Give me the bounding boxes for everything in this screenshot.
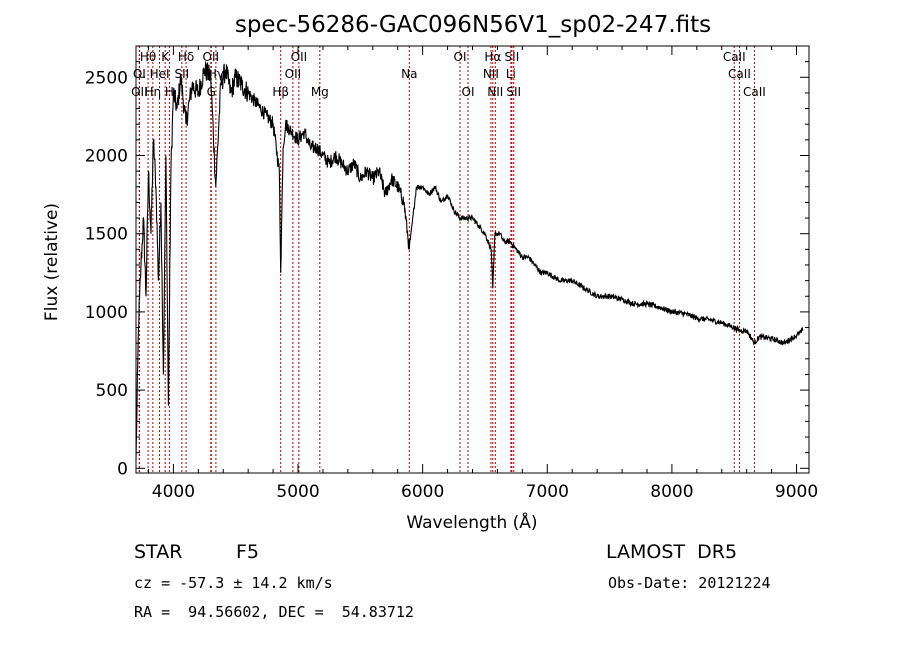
line-marker-label: Hβ: [272, 85, 289, 99]
line-marker-label: Na: [401, 67, 417, 81]
coordinates: RA = 94.56602, DEC = 54.83712: [134, 603, 414, 621]
y-tick-label: 1500: [85, 225, 128, 245]
line-marker-label: Hδ: [178, 50, 194, 64]
line-marker-label: NII: [487, 85, 503, 99]
x-tick-label: 8000: [650, 482, 693, 502]
line-marker-label: OII: [131, 85, 148, 99]
line-marker-label: SII: [175, 67, 190, 81]
x-tick-label: 4000: [152, 482, 195, 502]
line-marker-label: SII: [506, 85, 521, 99]
line-marker-label: SII: [505, 50, 520, 64]
spectrum-series: [135, 61, 804, 461]
line-marker-label: OI: [462, 85, 475, 99]
line-marker-label: CaII: [743, 85, 766, 99]
y-tick-label: 2500: [85, 68, 128, 88]
chart-title: spec-56286-GAC096N56V1_sp02-247.fits: [235, 12, 711, 38]
line-marker-label: Li: [506, 67, 516, 81]
x-tick-label: 5000: [276, 482, 319, 502]
line-marker-label: Mg: [311, 85, 329, 99]
line-marker-label: HeI: [150, 67, 170, 81]
line-marker-label: Hη: [145, 85, 162, 99]
plot-frame: [135, 45, 810, 474]
obs-date: Obs-Date: 20121224: [608, 574, 771, 592]
line-marker-label: Hγ: [208, 67, 224, 81]
x-tick-label: 6000: [401, 482, 444, 502]
line-marker-label: CaII: [728, 67, 751, 81]
x-tick-label: 7000: [526, 482, 569, 502]
y-tick-label: 0: [117, 459, 128, 479]
line-marker-label: Hθ: [140, 50, 156, 64]
line-marker-label: OII: [285, 67, 302, 81]
axis-ticks: 4000 5000 6000 7000 8000 9000 0 500 1000 1500 2000…: [85, 46, 818, 502]
line-marker-label: OII: [203, 50, 220, 64]
line-marker-label: CaII: [723, 50, 746, 64]
y-tick-label: 1000: [85, 303, 128, 323]
line-marker-label: Hα: [484, 50, 501, 64]
line-marker-label: K: [161, 50, 170, 64]
line-markers: Hθ K Hδ OII OII OI Hα SII CaII OI HeI SII Hγ OII Na NII…: [131, 46, 766, 473]
y-tick-label: 500: [96, 381, 128, 401]
line-marker-label: NII: [483, 67, 499, 81]
survey-label: LAMOST DR5: [606, 541, 738, 563]
x-axis-label: Wavelength (Å): [406, 511, 537, 533]
redshift-value: cz = -57.3 ± 14.2 km/s: [134, 574, 333, 592]
line-marker-label: OII: [291, 50, 308, 64]
y-axis-label: Flux (relative): [42, 203, 62, 321]
line-marker-label: OI: [454, 50, 467, 64]
spectrum-line: [135, 61, 804, 461]
object-class: STAR: [134, 541, 183, 563]
y-tick-label: 2000: [85, 146, 128, 166]
line-marker-label: H: [165, 85, 174, 99]
x-tick-label: 9000: [775, 482, 818, 502]
object-subclass: F5: [236, 541, 260, 563]
